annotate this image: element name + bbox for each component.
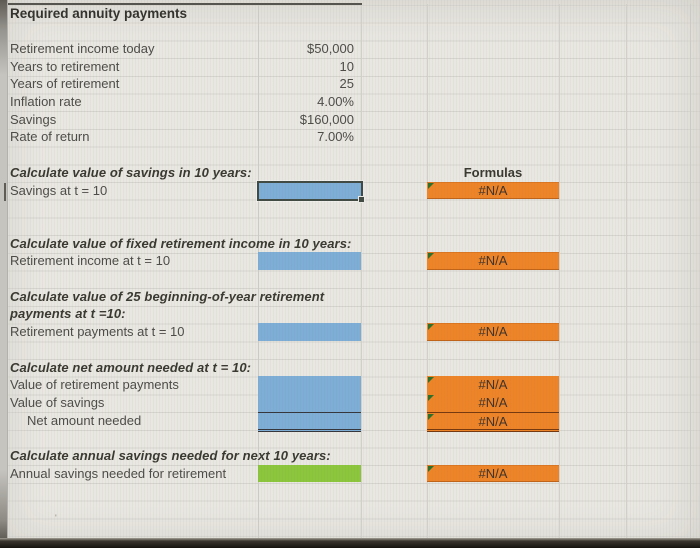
dust-speck: ' [55,513,57,523]
formula-value: #N/A [478,413,508,429]
calc-row: Value of savings [0,394,700,412]
calc-row: Annual savings needed for retirement [0,465,700,483]
title-row: Required annuity payments [0,5,700,23]
section-heading: Calculate value of fixed retirement inco… [0,235,700,253]
input-cell-block [258,376,361,433]
column-gridline [559,4,560,538]
input-label: Years to retirement [10,58,120,74]
fill-handle[interactable] [357,196,365,203]
formula-cell[interactable]: #N/A [427,464,559,483]
input-cell[interactable] [258,323,361,341]
row-label: Retirement income at t = 10 [10,253,171,269]
column-gridline [626,4,627,538]
section-heading-text: payments at t =10: [10,306,126,322]
input-value-cell[interactable]: 7.00% [317,129,354,145]
calc-row: Savings at t = 10 [0,182,700,200]
input-row: Years of retirement 25 [0,75,700,93]
error-indicator-icon [428,182,434,189]
formula-cell-block: #N/A #N/A #N/A [427,376,559,433]
calc-row: Net amount needed [0,412,700,430]
row-label: Value of retirement payments [10,377,179,393]
input-label: Years of retirement [10,76,120,92]
left-edge-strip [0,0,8,548]
section-heading-text: Calculate value of savings in 10 years: [10,164,252,180]
section-heading-text: Calculate annual savings needed for next… [10,448,331,463]
input-value-cell[interactable]: $50,000 [307,40,354,56]
input-value-cell[interactable]: 10 [339,58,354,74]
row-label: Net amount needed [27,412,142,428]
input-label: Savings [10,111,57,127]
input-value-cell[interactable]: $160,000 [299,111,354,127]
input-cell-total[interactable] [258,411,361,430]
input-cell[interactable] [258,394,361,412]
row-label: Value of savings [10,394,105,410]
input-row: Inflation rate 4.00% [0,93,700,111]
error-indicator-icon [428,253,434,260]
input-cell[interactable] [258,376,361,394]
column-gridline [427,4,428,538]
input-label: Rate of return [10,129,90,145]
formula-cell-total[interactable]: #N/A [427,411,559,430]
input-value-cell[interactable]: 4.00% [317,94,354,109]
section-heading: Calculate annual savings needed for next… [0,447,700,465]
section-heading-text: Calculate net amount needed at t = 10: [10,359,252,375]
row-label: Savings at t = 10 [10,182,108,198]
input-row: Savings $160,000 [0,111,700,129]
section-heading-text: Calculate value of 25 beginning-of-year … [10,288,325,304]
column-gridline [690,4,691,538]
formulas-header: Formulas [463,164,523,180]
formula-cell[interactable]: #N/A [427,376,559,394]
used-range-top-border [7,2,362,5]
formula-cell[interactable]: #N/A [427,394,559,412]
error-indicator-icon [428,394,434,401]
sheet-title: Required annuity payments [10,5,188,21]
error-indicator-icon [428,377,434,384]
formula-value: #N/A [478,377,508,393]
formula-value: #N/A [478,182,508,198]
input-cell[interactable] [258,252,361,270]
error-indicator-icon [428,413,434,420]
input-cell-green[interactable] [258,464,361,483]
input-row: Rate of return 7.00% [0,128,700,146]
selected-cell[interactable] [256,180,365,203]
input-row: Retirement income today $50,000 [0,40,700,58]
formula-cell[interactable]: #N/A [427,323,559,341]
input-label: Inflation rate [10,94,82,109]
formula-cell[interactable]: #N/A [427,181,559,200]
column-gridline [258,4,259,538]
error-indicator-icon [428,465,434,472]
formula-value: #N/A [478,394,508,410]
section-heading-text: Calculate value of fixed retirement inco… [10,235,352,251]
input-value-cell[interactable]: 25 [339,76,354,92]
formula-value: #N/A [478,253,508,269]
input-row: Years to retirement 10 [0,58,700,76]
section-heading: Calculate net amount needed at t = 10: [0,359,700,377]
formula-cell[interactable]: #N/A [427,252,559,270]
bottom-edge [0,538,700,548]
formula-value: #N/A [478,465,508,481]
calc-row: Retirement payments at t = 10 [0,323,700,341]
input-label: Retirement income today [10,40,155,56]
row-label: Annual savings needed for retirement [10,465,227,481]
calc-row: Value of retirement payments [0,376,700,394]
row-label: Retirement payments at t = 10 [10,324,185,340]
section-heading: Calculate value of savings in 10 years: [0,164,700,182]
column-gridline [361,4,362,538]
calc-row: Retirement income at t = 10 [0,252,700,270]
formula-value: #N/A [478,324,508,340]
error-indicator-icon [428,324,434,331]
text-cursor [3,183,6,201]
section-heading: Calculate value of 25 beginning-of-year … [0,288,700,323]
